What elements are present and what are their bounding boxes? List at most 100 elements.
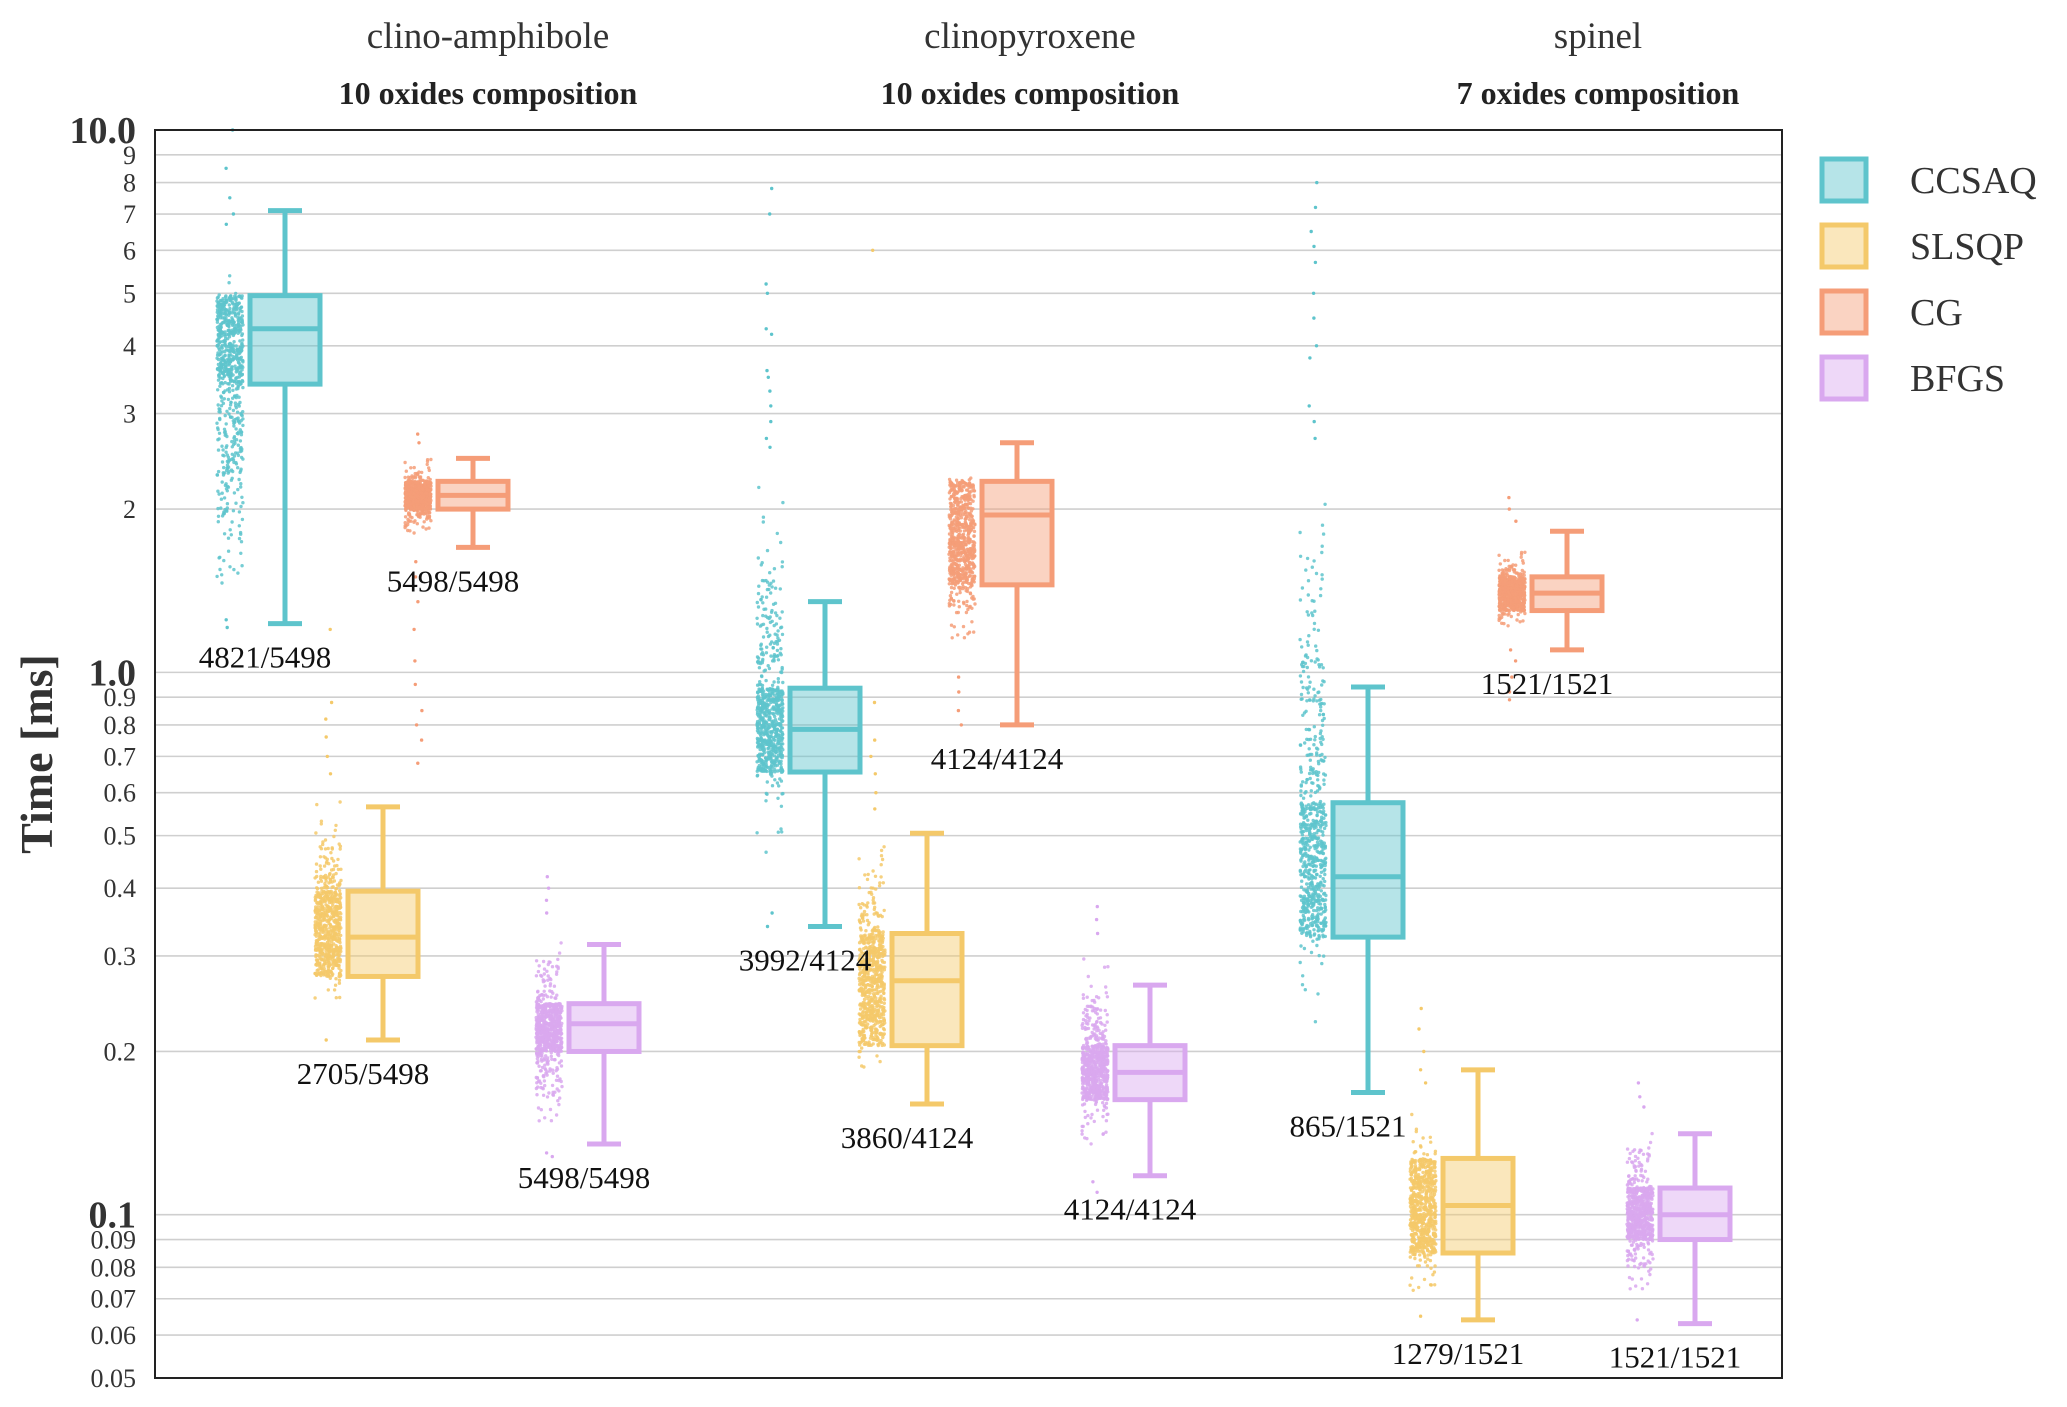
jitter-point (233, 451, 238, 455)
jitter-point (218, 384, 222, 388)
jitter-point (871, 936, 875, 940)
jitter-point (216, 337, 220, 341)
jitter-point (865, 877, 870, 882)
jitter-point (322, 895, 327, 899)
jitter-point (871, 901, 875, 905)
jitter-point (757, 584, 761, 588)
jitter-point (761, 767, 765, 771)
jitter-point (324, 930, 328, 934)
jitter-point (318, 895, 323, 899)
jitter-point (222, 454, 226, 458)
outlier-point (231, 212, 236, 216)
jitter-point (537, 1030, 541, 1034)
jitter-point (772, 680, 776, 684)
jitter-point (857, 988, 861, 992)
jitter-point (403, 515, 408, 519)
outlier-point (324, 735, 328, 739)
jitter-point (334, 871, 338, 876)
jitter-point (971, 519, 976, 523)
jitter-point (313, 944, 318, 949)
jitter-point (240, 413, 244, 418)
jitter-point (874, 1029, 878, 1033)
jitter-point (952, 603, 956, 607)
jitter-point (951, 483, 955, 487)
jitter-point (331, 859, 336, 863)
jitter-point (317, 971, 321, 975)
jitter-point (553, 1090, 557, 1094)
jitter-point (329, 928, 334, 933)
jitter-point (778, 616, 782, 620)
jitter-point (240, 372, 244, 376)
jitter-point (780, 726, 785, 730)
jitter-point (316, 905, 320, 909)
jitter-point (215, 574, 219, 579)
jitter-point (326, 966, 331, 970)
jitter-point (237, 524, 241, 528)
jitter-point (882, 845, 886, 849)
jitter-point (756, 745, 760, 749)
jitter-point (972, 544, 976, 548)
jitter-point (559, 1024, 563, 1028)
jitter-point (337, 881, 342, 885)
jitter-point (776, 685, 780, 689)
jitter-point (861, 1027, 865, 1032)
jitter-point (873, 905, 877, 909)
jitter-point (765, 587, 770, 592)
jitter-point (225, 388, 230, 392)
jitter-point (403, 504, 408, 508)
jitter-point (864, 929, 868, 933)
jitter-point (327, 921, 331, 926)
jitter-point (769, 700, 773, 705)
jitter-point (779, 540, 783, 545)
jitter-point (862, 909, 867, 914)
jitter-point (220, 330, 224, 334)
jitter-point (241, 344, 245, 348)
jitter-point (219, 506, 223, 510)
jitter-point (558, 1027, 562, 1032)
jitter-point (961, 576, 965, 580)
jitter-point (314, 907, 319, 911)
jitter-point (877, 884, 882, 888)
jitter-point (966, 557, 970, 561)
jitter-point (221, 382, 225, 386)
jitter-point (539, 1108, 543, 1112)
jitter-point (768, 772, 773, 776)
jitter-point (230, 520, 234, 524)
jitter-point (404, 499, 409, 504)
jitter-point (545, 1095, 550, 1099)
jitter-point (226, 362, 230, 366)
jitter-point (332, 834, 336, 839)
jitter-point (535, 998, 540, 1003)
jitter-point (234, 291, 238, 296)
jitter-point (232, 421, 236, 425)
jitter-point (329, 933, 333, 937)
jitter-point (767, 689, 771, 693)
jitter-point (218, 298, 223, 303)
jitter-point (871, 1042, 875, 1046)
jitter-point (216, 489, 220, 493)
outlier-point (770, 911, 774, 915)
jitter-point (234, 344, 238, 348)
jitter-point (863, 978, 868, 982)
jitter-point (770, 683, 775, 687)
jitter-point (403, 460, 407, 465)
jitter-point (333, 960, 337, 964)
jitter-point (768, 715, 772, 719)
jitter-point (871, 898, 875, 902)
jitter-point (215, 317, 220, 322)
jitter-point (951, 567, 956, 571)
jitter-point (947, 601, 951, 606)
jitter-point (233, 401, 238, 405)
jitter-point (555, 970, 559, 974)
jitter-point (765, 780, 769, 784)
jitter-point (332, 953, 336, 957)
jitter-point (756, 556, 760, 560)
jitter-point (218, 368, 222, 372)
jitter-point (760, 595, 764, 599)
jitter-point (321, 840, 325, 844)
jitter-point (877, 1015, 882, 1020)
jitter-point (323, 911, 327, 915)
jitter-point (216, 448, 221, 452)
jitter-point (773, 731, 778, 735)
